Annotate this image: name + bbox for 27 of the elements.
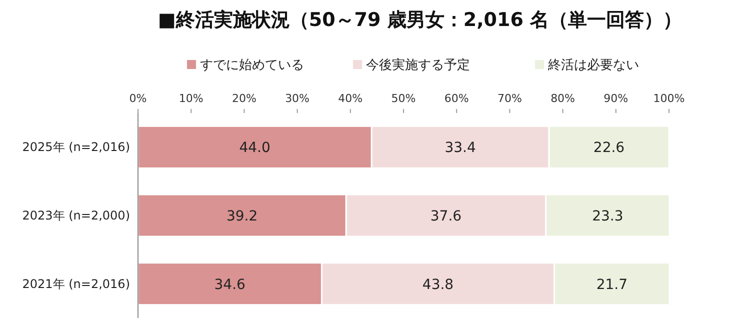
x-tick-label: 0%	[129, 92, 147, 105]
data-label: 39.2	[226, 208, 258, 224]
data-label: 22.6	[593, 140, 625, 156]
x-tick-label: 40%	[338, 92, 363, 105]
x-tick-label: 20%	[232, 92, 256, 105]
x-tick-label: 50%	[391, 92, 416, 105]
data-label: 44.0	[239, 140, 270, 156]
legend-label: 今後実施する予定	[366, 57, 470, 73]
y-tick-label: 2021年 (n=2,016)	[22, 276, 130, 291]
x-tick-label: 10%	[178, 92, 204, 105]
x-tick-label: 30%	[285, 92, 310, 105]
chart-title: ■終活実施状況（50～79 歳男女：2,016 名（単一回答））	[158, 9, 682, 31]
y-tick-label: 2025年 (n=2,016)	[22, 140, 130, 154]
x-tick-label: 70%	[497, 92, 522, 105]
data-label: 23.3	[592, 208, 624, 224]
x-tick-label: 100%	[653, 92, 685, 105]
legend-label: 終活は必要ない	[547, 58, 639, 73]
legend-label: すでに始めている	[200, 58, 304, 73]
data-label: 37.6	[430, 208, 462, 224]
data-label: 34.6	[214, 276, 246, 293]
y-tick-label: 2023年 (n=2,000)	[22, 208, 130, 222]
data-label: 33.4	[444, 140, 476, 156]
x-tick-label: 80%	[550, 92, 576, 105]
x-tick-label: 60%	[444, 92, 469, 105]
data-label: 21.7	[596, 276, 628, 293]
data-label: 43.8	[422, 276, 454, 293]
x-tick-label: 90%	[604, 92, 628, 105]
